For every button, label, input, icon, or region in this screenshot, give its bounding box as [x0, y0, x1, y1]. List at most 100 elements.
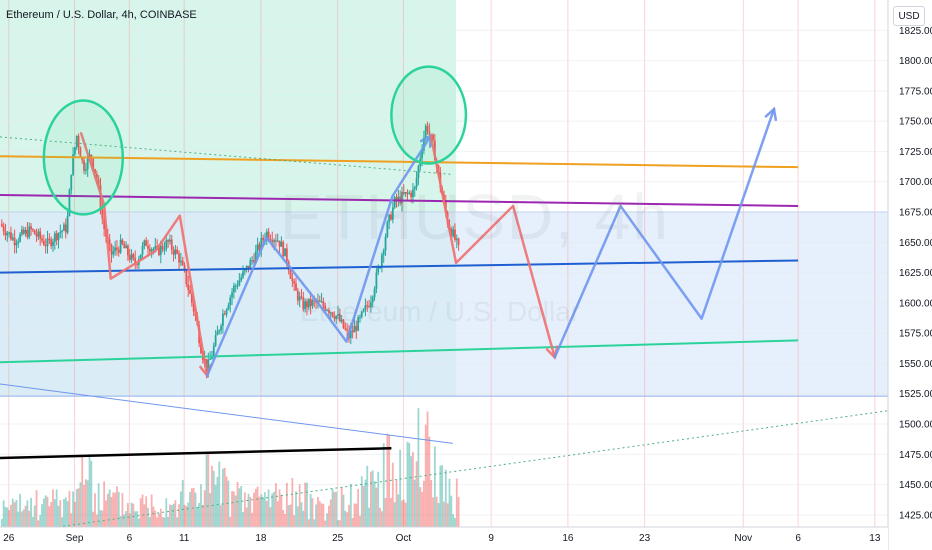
blue-support-line[interactable]: [0, 259, 799, 274]
candle-body: [57, 233, 60, 241]
blue-descending-line[interactable]: [0, 383, 453, 444]
candle-body: [326, 309, 328, 311]
candle-body: [117, 249, 120, 253]
volume-bar: [249, 496, 252, 527]
volume-bar: [441, 465, 444, 527]
volume-bar: [455, 478, 458, 527]
price-tick-label: 1625.00: [899, 268, 932, 279]
candle-body: [275, 240, 277, 242]
candle-body: [152, 249, 155, 251]
volume-bar: [353, 503, 356, 527]
candle-body: [189, 289, 191, 294]
volume-bar: [75, 489, 78, 527]
volume-bar: [366, 465, 369, 527]
blue-arrow-2[interactable]: [553, 107, 776, 359]
volume-bar: [280, 494, 283, 527]
price-tick-label: 1700.00: [899, 177, 932, 188]
candle-body: [364, 305, 367, 310]
volume-bar: [346, 512, 349, 527]
volume-bar: [242, 512, 244, 527]
candle-body: [423, 137, 425, 151]
blue-arrow-1[interactable]: [205, 134, 433, 377]
time-tick-label: 9: [488, 533, 494, 544]
volume-bar: [31, 516, 34, 527]
candle-body: [132, 254, 135, 258]
candle-body: [44, 245, 47, 247]
candle-body: [66, 216, 69, 233]
volume-bar: [117, 491, 120, 527]
volume-bar: [92, 511, 95, 527]
volume-bar: [435, 496, 438, 527]
volume-bar: [267, 489, 270, 527]
highlight-circle-1[interactable]: [42, 99, 125, 216]
volume-bar: [79, 482, 82, 527]
candle-body: [236, 285, 239, 287]
black-volume-trendline[interactable]: [0, 447, 392, 460]
volume-bar: [48, 506, 51, 527]
volume-bar: [404, 502, 407, 527]
time-tick-label: Sep: [66, 533, 84, 544]
volume-bar: [90, 460, 93, 527]
volume-bar: [6, 507, 9, 527]
volume-bar: [127, 503, 129, 527]
green-dotted-descending[interactable]: [0, 136, 453, 175]
candle-body: [234, 285, 237, 287]
red-arrow-2[interactable]: [429, 134, 556, 359]
volume-bar: [380, 511, 383, 527]
candle-body: [70, 174, 73, 190]
candle-body: [391, 207, 394, 220]
volume-bar: [419, 487, 422, 527]
candle-body: [53, 233, 56, 242]
volume-bar: [24, 505, 27, 527]
candle-body: [207, 359, 210, 372]
green-dotted-ascending[interactable]: [58, 410, 889, 528]
price-axis-panel: [888, 0, 932, 550]
candle-body: [130, 254, 133, 260]
volume-bar: [423, 480, 425, 527]
candle-body: [128, 255, 131, 260]
candle-body: [309, 298, 312, 307]
volume-bar: [125, 510, 127, 527]
volume-bar: [285, 482, 288, 527]
candle-body: [426, 125, 429, 132]
candle-body: [55, 233, 58, 241]
volume-bar: [176, 517, 179, 527]
purple-trendline[interactable]: [0, 194, 799, 207]
volume-bar: [55, 489, 58, 527]
teal-support-line[interactable]: [0, 339, 799, 364]
candle-body: [302, 297, 305, 310]
candle-body: [256, 244, 259, 252]
candle-body: [402, 192, 405, 194]
candle-body: [360, 311, 363, 317]
candle-body: [13, 237, 16, 246]
volume-bar: [209, 493, 212, 527]
candle-body: [373, 288, 376, 298]
candle-body: [296, 290, 299, 301]
volume-bar: [232, 491, 235, 527]
volume-bar: [391, 462, 394, 527]
candle-body: [103, 218, 106, 229]
highlight-circle-2[interactable]: [390, 65, 468, 165]
candle-body: [134, 257, 137, 265]
time-axis-panel: [0, 527, 888, 550]
volume-bar: [401, 500, 403, 527]
currency-button[interactable]: USD: [893, 6, 925, 26]
candle-body: [335, 315, 338, 320]
candle-body: [121, 239, 124, 244]
volume-bar: [105, 500, 107, 527]
volume-bar: [234, 495, 237, 527]
volume-bar: [114, 492, 117, 527]
volume-bar: [72, 491, 74, 527]
volume-bar: [163, 517, 166, 527]
volume-bar: [317, 497, 319, 527]
price-tick-label: 1475.00: [899, 450, 932, 461]
candle-body: [163, 249, 166, 251]
symbol-watermark: ETHUSD, 4h: [280, 181, 670, 253]
candle-body: [77, 135, 80, 148]
orange-trendline[interactable]: [0, 155, 799, 169]
volume-bar: [0, 518, 3, 527]
candle-body: [75, 135, 78, 148]
candle-body: [229, 297, 232, 306]
volume-bar: [271, 493, 274, 527]
